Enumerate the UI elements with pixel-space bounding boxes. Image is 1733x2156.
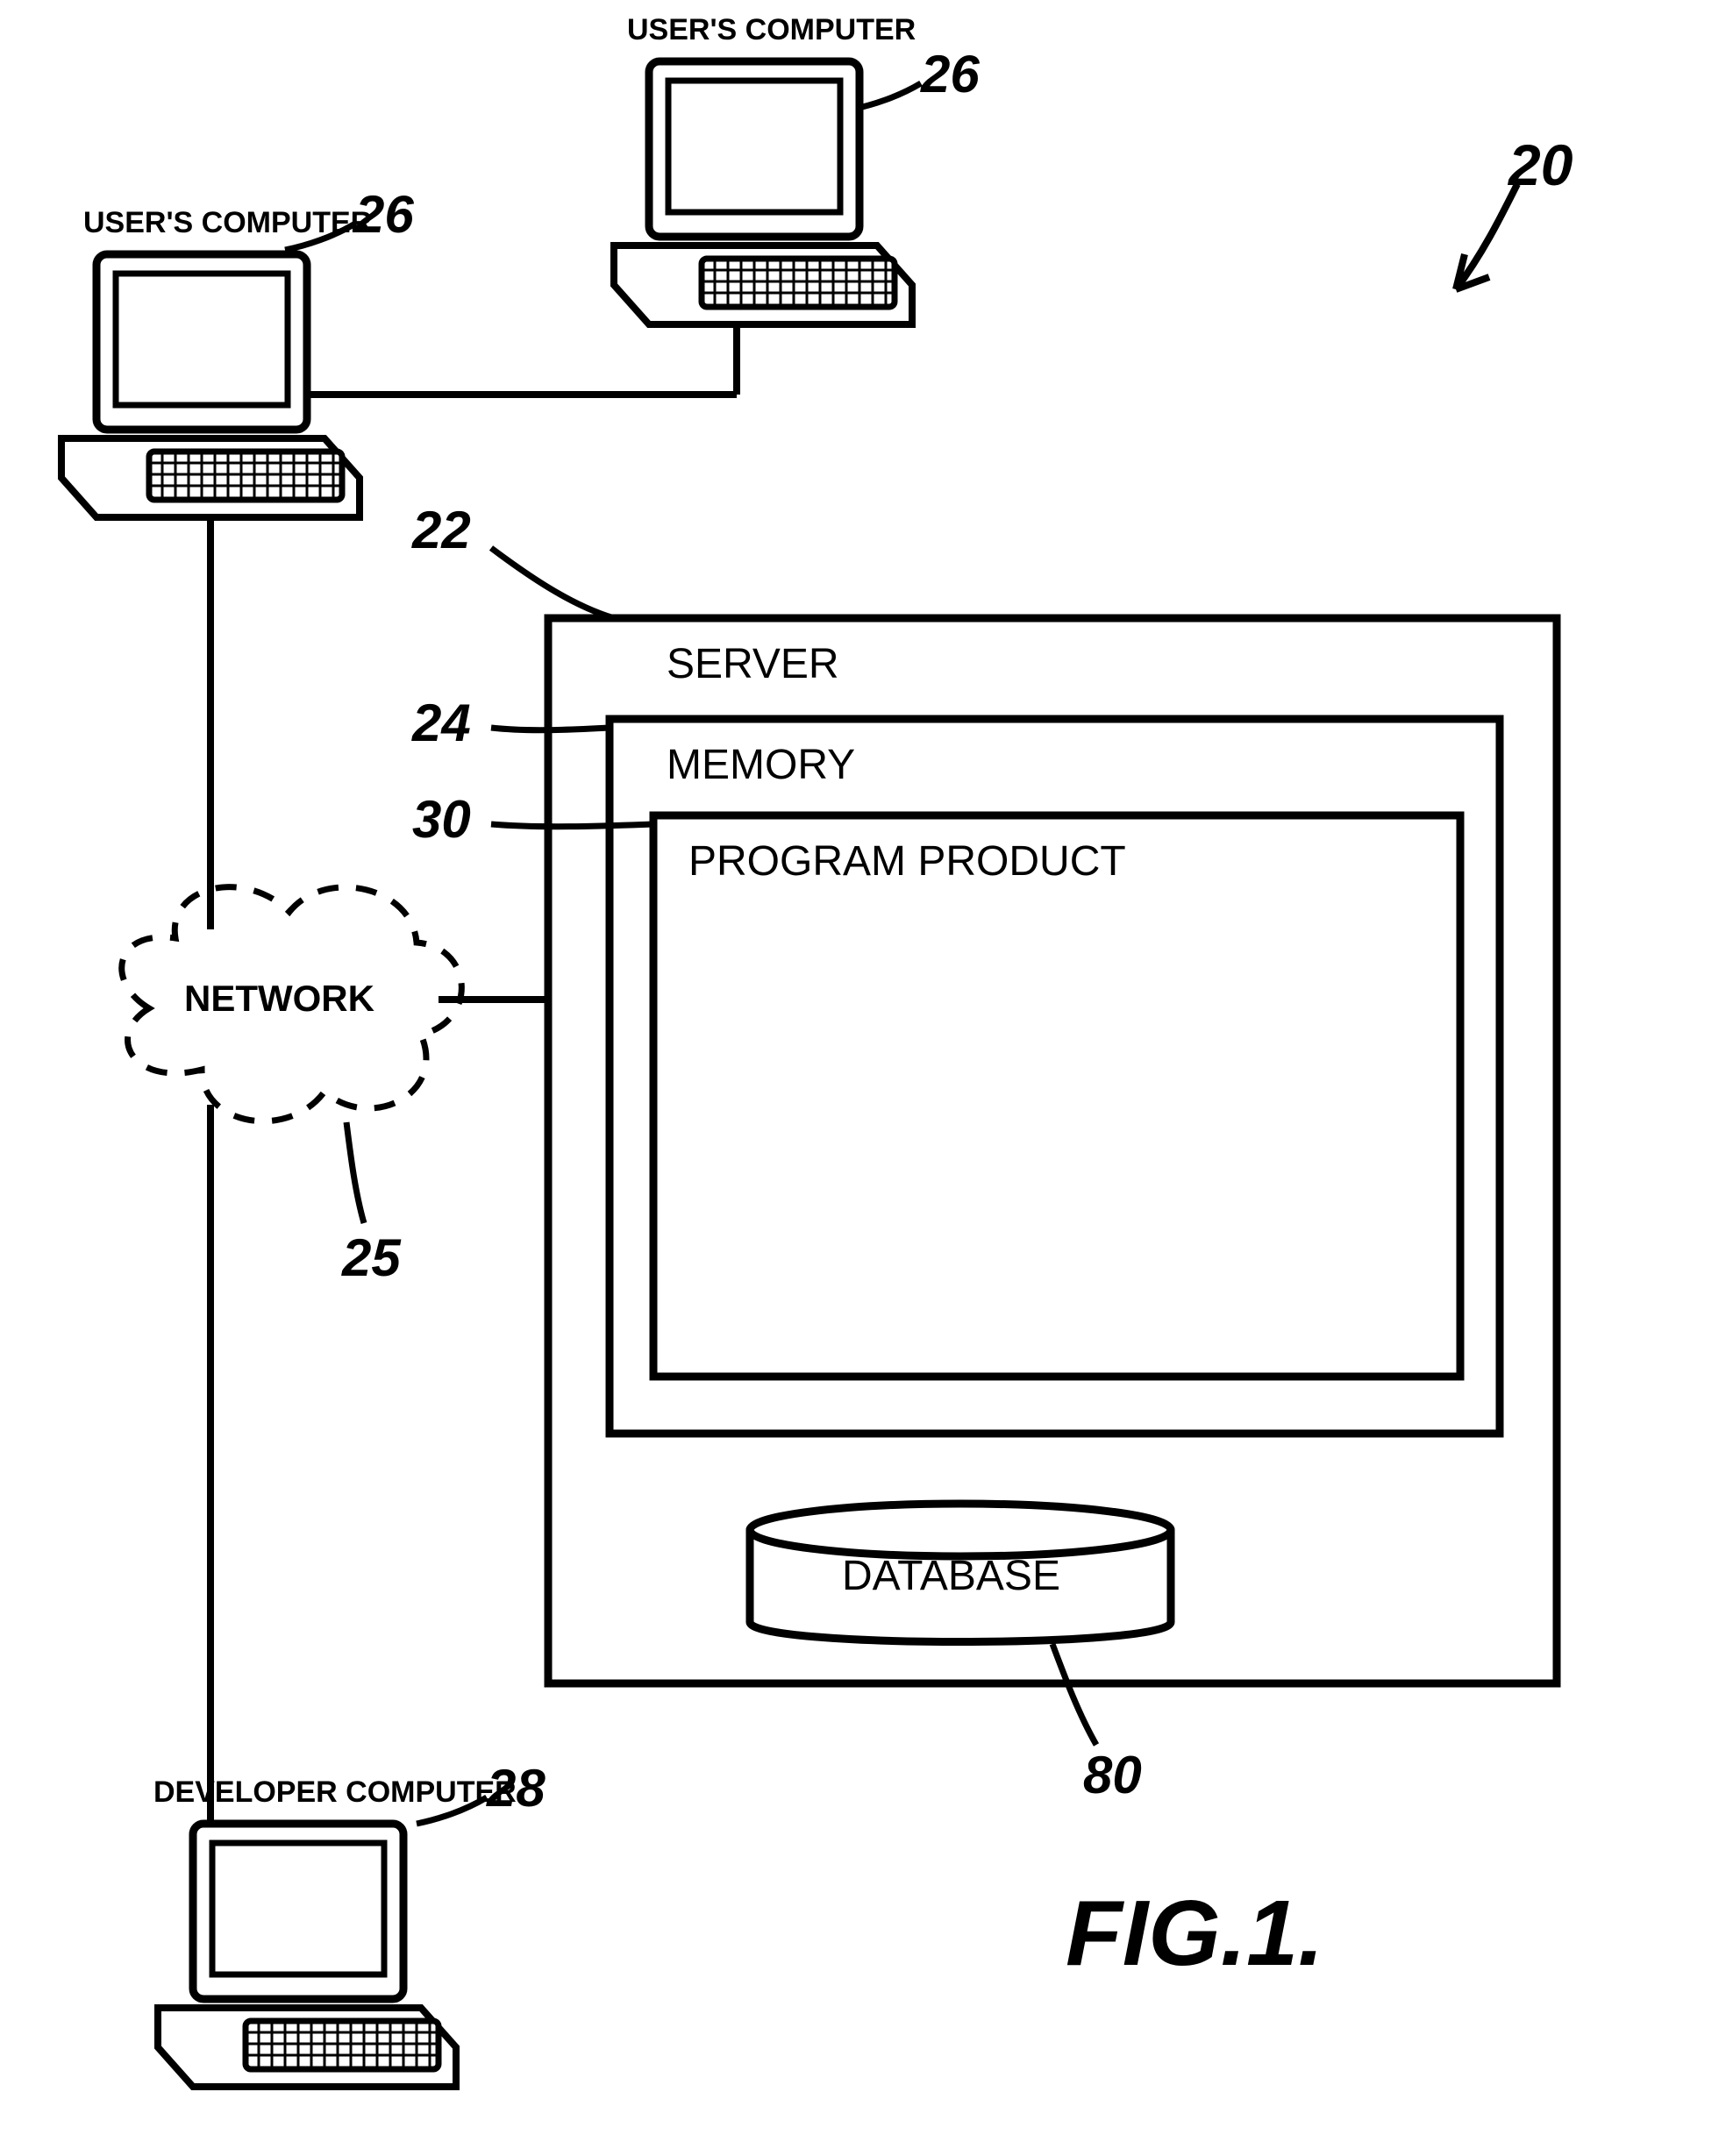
ref-24-leader — [491, 728, 610, 730]
ref-28: 28 — [487, 1758, 546, 1818]
ref-26-left: 26 — [355, 184, 414, 245]
ref-20-arrow — [1456, 184, 1517, 289]
database-label: DATABASE — [842, 1552, 1060, 1600]
ref-80: 80 — [1083, 1745, 1142, 1805]
ref-25: 25 — [342, 1227, 401, 1288]
server-label: SERVER — [667, 640, 839, 688]
ref-25-leader — [346, 1122, 364, 1223]
developer-computer-icon — [158, 1824, 456, 2087]
developer-computer-label: DEVELOPER COMPUTER — [153, 1775, 517, 1810]
memory-label: MEMORY — [667, 741, 855, 789]
ref-26-top: 26 — [921, 44, 980, 104]
ref-20: 20 — [1508, 132, 1573, 198]
ref-24: 24 — [412, 693, 471, 753]
ref-30: 30 — [412, 789, 471, 850]
system-diagram — [0, 0, 1733, 2156]
ref-22-leader — [491, 548, 614, 618]
user-computer-top-icon — [614, 61, 912, 324]
ref-30-leader — [491, 824, 653, 827]
user-computer-top-label: USER'S COMPUTER — [627, 13, 916, 47]
ref-22: 22 — [412, 500, 471, 560]
user-computer-left-icon — [61, 254, 360, 517]
user-computer-left-label: USER'S COMPUTER — [83, 206, 372, 240]
network-label: NETWORK — [184, 978, 374, 1020]
figure-label: FIG.1. — [1066, 1881, 1324, 1987]
program-product-label: PROGRAM PRODUCT — [688, 837, 1126, 886]
program-product-box — [653, 815, 1460, 1377]
